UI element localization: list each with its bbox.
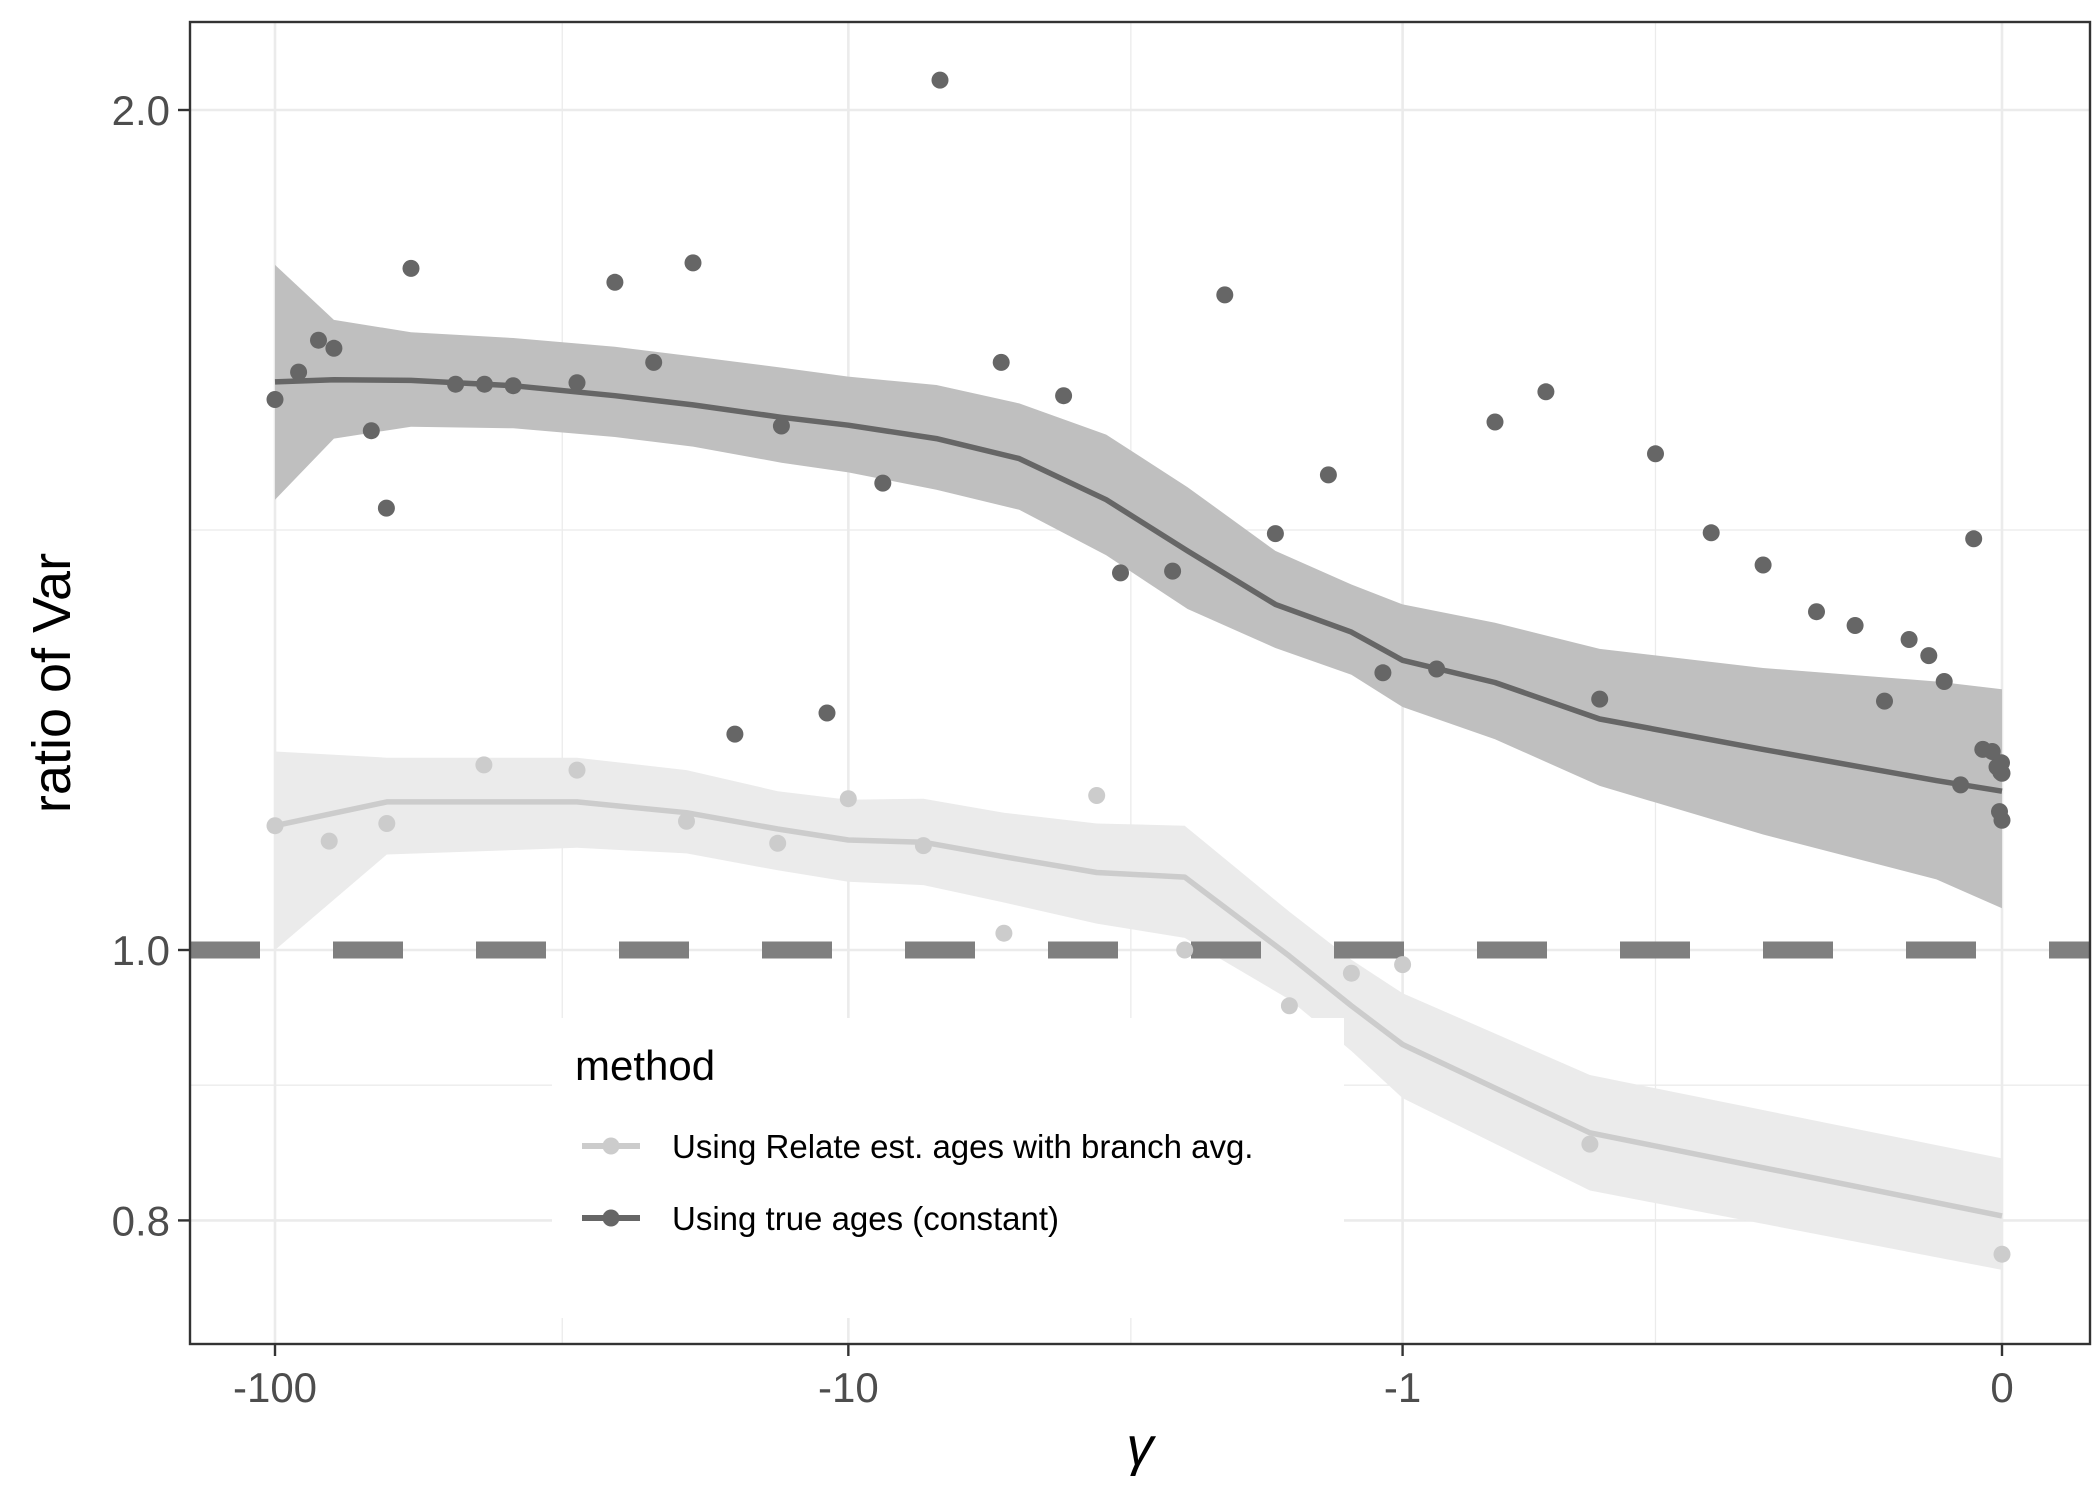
data-point: [1266, 525, 1284, 543]
y-axis-tick-label: 1.0: [112, 927, 170, 974]
x-axis-tick-label: -10: [818, 1364, 879, 1411]
legend-key-point: [602, 1209, 620, 1227]
data-point: [1088, 787, 1106, 804]
data-point: [992, 353, 1010, 371]
data-point: [320, 832, 338, 850]
data-point: [1164, 562, 1182, 580]
data-point: [1537, 383, 1555, 401]
data-point: [1808, 603, 1825, 621]
data-point: [1280, 997, 1298, 1015]
fit-lines: [274, 376, 2003, 1219]
data-point: [1374, 664, 1392, 682]
data-point: [874, 474, 892, 492]
data-point: [678, 812, 695, 830]
data-points: [266, 71, 2011, 1263]
y-axis-title: ratio of Var: [22, 553, 82, 813]
data-point: [1176, 941, 1194, 959]
x-axis-tick-label: -100: [233, 1364, 317, 1411]
x-axis-tick-label: 0: [1990, 1364, 2013, 1411]
data-point: [1581, 1135, 1599, 1153]
data-point: [402, 259, 420, 277]
data-point: [1112, 564, 1129, 582]
data-point: [325, 339, 343, 357]
data-point: [377, 499, 395, 517]
y-axis-tick-label: 2.0: [112, 87, 170, 134]
data-point: [1055, 387, 1073, 405]
confidence-band: [275, 264, 2002, 909]
axes: -100 -10 -1 00.81.02.0: [112, 87, 2014, 1411]
data-point: [266, 817, 284, 835]
data-point: [290, 363, 308, 381]
data-point: [1394, 956, 1412, 974]
data-point: [1702, 524, 1720, 542]
data-point: [1993, 1245, 2011, 1263]
data-point: [1965, 530, 1983, 548]
data-point: [645, 353, 663, 371]
panel-border: [188, 20, 2092, 1346]
data-point: [606, 273, 624, 291]
series-fit-line: [274, 376, 2003, 794]
data-point: [772, 417, 790, 435]
data-point: [769, 834, 787, 852]
data-point: [1846, 617, 1864, 634]
data-point: [839, 790, 857, 808]
data-point: [914, 837, 932, 855]
data-point: [266, 391, 284, 408]
data-point: [1216, 286, 1234, 304]
data-point: [1319, 466, 1337, 484]
data-point: [447, 375, 465, 393]
data-point: [1428, 660, 1446, 678]
confidence-band: [275, 751, 2002, 1270]
legend-entries: Using Relate est. ages with branch avg. U…: [582, 1128, 1253, 1237]
data-point: [1876, 692, 1893, 710]
data-point: [1935, 673, 1953, 690]
data-point: [476, 375, 493, 393]
data-point: [1486, 413, 1504, 431]
data-point: [1993, 811, 2011, 829]
data-point: [684, 254, 702, 272]
data-point: [1920, 647, 1938, 665]
data-point: [310, 331, 327, 349]
data-point: [1342, 964, 1360, 982]
y-axis-tick-label: 0.8: [112, 1197, 170, 1244]
data-point: [1983, 743, 2001, 760]
data-point: [1900, 631, 1918, 648]
x-axis-tick-label: -1: [1384, 1364, 1421, 1411]
data-point: [1993, 764, 2011, 782]
data-point: [568, 761, 586, 779]
data-point: [504, 377, 522, 395]
data-point: [475, 756, 493, 774]
data-point: [818, 704, 836, 722]
data-point: [1647, 445, 1664, 463]
data-point: [1952, 776, 1970, 794]
x-axis-title: γ: [1127, 1417, 1157, 1477]
data-point: [1754, 556, 1772, 574]
legend-entry-label: Using Relate est. ages with branch avg.: [672, 1128, 1253, 1165]
data-point: [1591, 690, 1609, 708]
legend-key-point: [602, 1137, 620, 1155]
data-point: [726, 725, 744, 743]
data-point: [362, 422, 380, 440]
legend-background: [552, 1018, 1344, 1318]
data-point: [931, 71, 949, 89]
legend-title: method: [575, 1042, 715, 1089]
data-point: [568, 374, 586, 392]
legend-entry-label: Using true ages (constant): [672, 1200, 1059, 1237]
data-point: [378, 815, 396, 832]
series-fit-line: [274, 799, 2003, 1219]
legend: method Using Relate est. ages with branc…: [552, 1018, 1344, 1318]
data-point: [995, 924, 1013, 942]
confidence-bands: [275, 264, 2002, 1270]
